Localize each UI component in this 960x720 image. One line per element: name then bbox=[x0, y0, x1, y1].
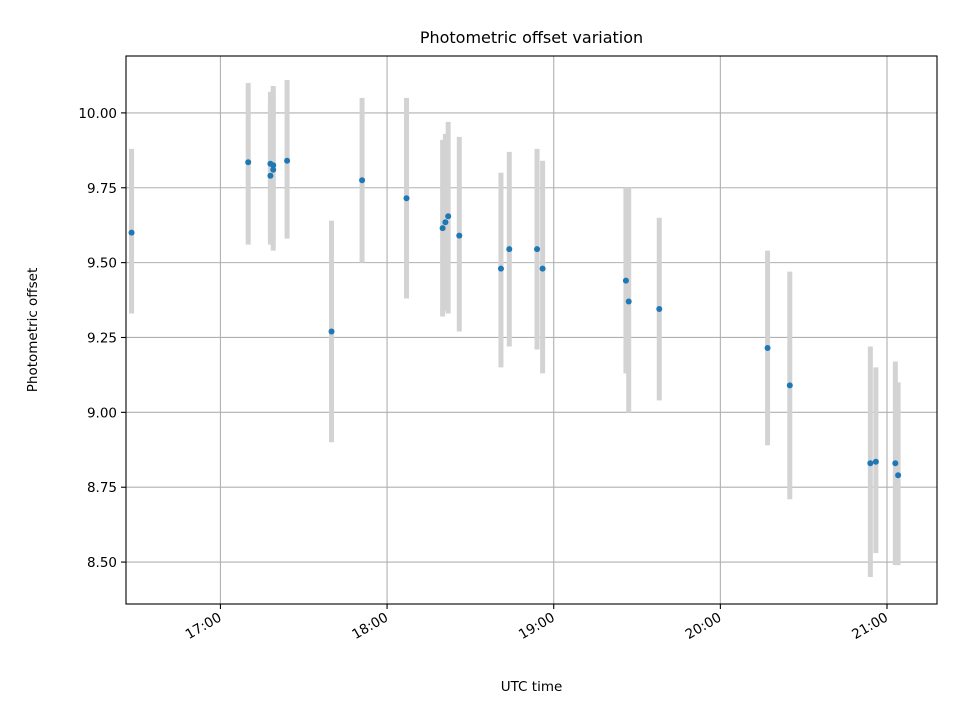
data-point bbox=[497, 265, 504, 272]
y-tick-label: 9.00 bbox=[87, 405, 117, 421]
x-tick-label: 18:00 bbox=[349, 610, 391, 643]
y-tick-label: 8.50 bbox=[87, 555, 117, 571]
x-tick-label: 19:00 bbox=[516, 610, 558, 643]
data-point bbox=[403, 195, 410, 202]
data-point bbox=[534, 246, 541, 253]
x-tick-label: 21:00 bbox=[849, 610, 891, 643]
error-bars bbox=[129, 79, 901, 578]
data-point bbox=[895, 472, 902, 479]
x-tick-label: 17:00 bbox=[183, 610, 225, 643]
data-point bbox=[656, 306, 663, 313]
y-tick-label: 10.00 bbox=[78, 106, 117, 122]
x-axis-ticks: 17:00 18:00 19:00 20:00 21:00 bbox=[183, 604, 891, 643]
data-points bbox=[128, 157, 902, 479]
y-tick-label: 8.75 bbox=[87, 480, 117, 496]
data-point bbox=[328, 328, 335, 335]
data-point bbox=[270, 166, 277, 173]
data-point bbox=[456, 232, 463, 239]
data-point bbox=[270, 162, 277, 169]
data-point bbox=[625, 298, 632, 305]
chart-title: Photometric offset variation bbox=[420, 28, 643, 47]
data-point bbox=[892, 460, 899, 467]
data-point bbox=[445, 213, 452, 220]
y-tick-label: 9.25 bbox=[87, 330, 117, 346]
data-point bbox=[442, 219, 449, 226]
data-point bbox=[359, 177, 366, 184]
data-point bbox=[506, 246, 513, 253]
data-point bbox=[284, 157, 291, 164]
data-point bbox=[539, 265, 546, 272]
data-point bbox=[786, 382, 793, 389]
data-point bbox=[245, 159, 252, 166]
y-tick-label: 9.50 bbox=[87, 256, 117, 272]
data-point bbox=[872, 458, 879, 465]
data-point bbox=[764, 344, 771, 351]
x-axis-label: UTC time bbox=[501, 679, 563, 695]
grid bbox=[126, 56, 937, 604]
x-tick-label: 20:00 bbox=[683, 610, 725, 643]
data-point bbox=[439, 225, 446, 232]
plot-frame bbox=[125, 55, 938, 605]
y-tick-label: 9.75 bbox=[87, 181, 117, 197]
data-point bbox=[128, 229, 135, 236]
data-point bbox=[267, 172, 274, 179]
y-axis-label: Photometric offset bbox=[25, 268, 41, 392]
data-point bbox=[622, 277, 629, 284]
data-point bbox=[867, 460, 874, 467]
y-axis-ticks: 10.00 9.75 9.50 9.25 9.00 8.75 8.50 bbox=[78, 106, 126, 571]
